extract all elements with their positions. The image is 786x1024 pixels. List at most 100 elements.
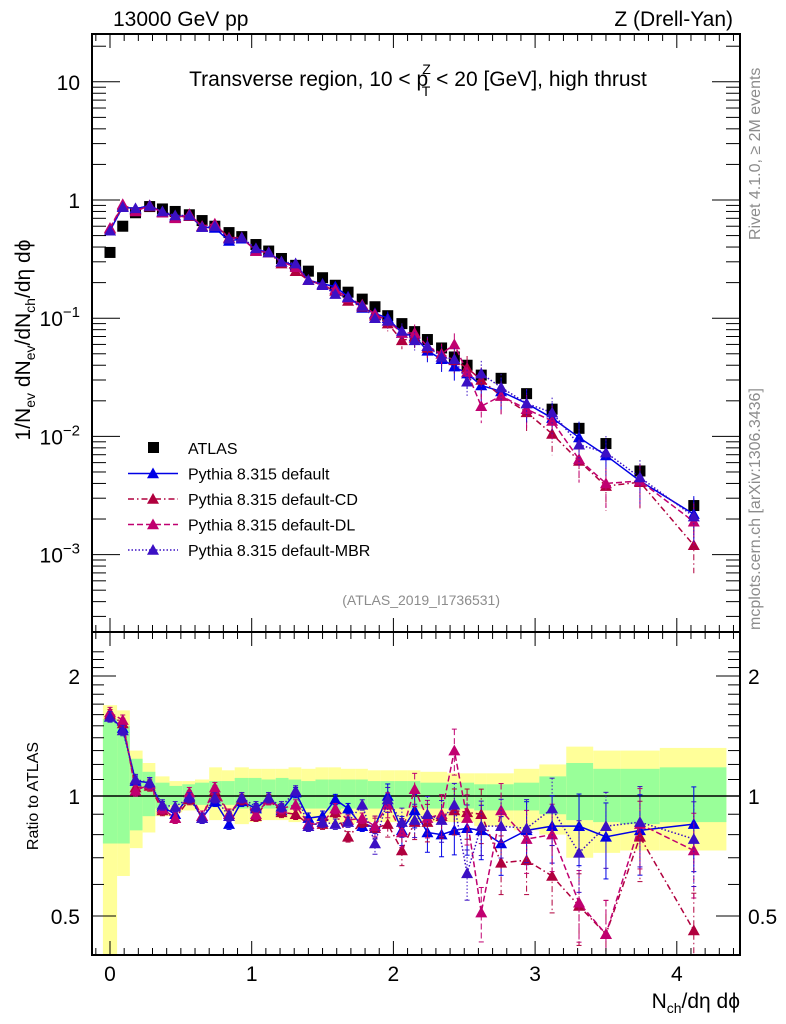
stat-uncertainty-band [248, 777, 262, 809]
ratio-point [599, 928, 612, 940]
ratio-ylabel: Ratio to ATLAS [25, 742, 42, 850]
mc-data-point [599, 477, 612, 489]
mc-data-point [475, 367, 488, 379]
ratio-point [262, 791, 275, 803]
y-tick-label: 10−3 [40, 541, 80, 568]
stat-uncertainty-band [102, 719, 118, 844]
ratio-point [421, 808, 434, 820]
ratio-point [356, 812, 369, 823]
mc-data-point [495, 381, 508, 393]
legend: ATLAS Pythia 8.315 default Pythia 8.315 de… [128, 441, 370, 560]
mc-data-point [475, 400, 488, 412]
mc-data-point [633, 471, 646, 483]
x-axis-label: Nch/dη dϕ [652, 990, 740, 1016]
stat-uncertainty-band [301, 781, 316, 809]
mc-data-point [448, 353, 461, 364]
title-post: < 20 [GeV], high thrust [430, 68, 647, 91]
stat-uncertainty-band [340, 779, 356, 809]
ratio-point [395, 816, 408, 827]
mc-data-point [520, 403, 533, 414]
ratio-line [109, 714, 695, 936]
mc-data-point [448, 338, 461, 350]
ratio-point [599, 820, 612, 831]
ratio-tick-label-right: 1 [748, 786, 760, 809]
ratio-tick-label-left: 2 [68, 666, 80, 689]
ratio-point [329, 793, 342, 805]
ratio-point [495, 837, 508, 849]
ratio-point [687, 924, 700, 936]
atlas-data-point [317, 272, 329, 284]
mc-data-point [356, 299, 369, 311]
ratio-series-pythia-8-315-default-mbr [104, 710, 700, 901]
mc-data-point [275, 255, 288, 267]
ratio-point [475, 820, 488, 831]
ratio-point [342, 816, 355, 827]
mc-data-point [573, 453, 586, 465]
legend-label: Pythia 8.315 default-MBR [188, 543, 370, 560]
mc-data-point [302, 274, 315, 285]
ratio-point [235, 791, 248, 803]
ratio-point [520, 822, 533, 834]
mc-data-point [289, 257, 302, 269]
ratio-point [408, 783, 421, 795]
stat-uncertainty-band [474, 784, 487, 811]
mc-data-point [156, 205, 169, 217]
header-left: 13000 GeV pp [113, 8, 248, 31]
y-tick-label: 10−1 [40, 304, 80, 331]
ratio-point [573, 896, 586, 908]
y-tick-label: 1 [68, 190, 80, 213]
ratio-point [356, 798, 369, 810]
main-frame: 10 1 10−1 10−2 10−3 [40, 33, 741, 633]
ratio-point [475, 808, 488, 820]
legend-marker-triangle [147, 493, 159, 504]
ratio-point [448, 798, 461, 810]
y-tick-exponent: −3 [63, 541, 80, 558]
ratio-point [223, 818, 236, 829]
stat-uncertainty-band [566, 762, 594, 821]
legend-marker-triangle [147, 544, 159, 555]
mc-data-point [104, 224, 116, 236]
atlas-data-point [302, 265, 314, 277]
atlas-data-point [117, 220, 129, 232]
legend-marker-square [148, 442, 159, 453]
mc-data-point [461, 366, 474, 377]
stat-uncertainty-band [659, 767, 727, 823]
ratio-point [475, 906, 488, 918]
ratio-point [156, 798, 169, 810]
ratio-point [129, 773, 142, 785]
stat-uncertainty-band [117, 725, 130, 844]
mc-data-point [520, 397, 533, 409]
series-atlas [104, 201, 700, 512]
legend-marker-triangle [147, 518, 159, 530]
x-tick-label: 3 [529, 963, 541, 986]
legend-label: Pythia 8.315 default-DL [188, 518, 355, 535]
rivet-label: Rivet 4.1.0, ≥ 2M events [747, 68, 764, 240]
atlas-data-point [369, 301, 381, 313]
ratio-point [448, 804, 461, 816]
y-tick-exponent: −2 [63, 422, 80, 439]
ratio-point [289, 784, 302, 796]
ratio-point [599, 830, 612, 842]
mc-data-point [435, 350, 448, 362]
mc-data-point [395, 324, 408, 336]
ratio-point [573, 846, 586, 858]
mc-data-point [235, 231, 248, 243]
ratio-point [275, 800, 288, 812]
ratio-point [342, 802, 355, 814]
ratio-point [116, 724, 129, 736]
frame-border [91, 631, 741, 956]
ratio-tick-label-right: 0.5 [748, 906, 777, 929]
mc-data-point [129, 202, 142, 214]
ratio-point [329, 802, 342, 814]
mc-data-point [262, 246, 275, 258]
atlas-data-point [104, 246, 116, 258]
stat-uncertainty-band [367, 781, 381, 809]
mc-data-point [599, 446, 612, 458]
legend-marker-triangle [147, 467, 159, 479]
ratio-point [104, 710, 116, 722]
series-pythia-8-315-default-mbr [104, 199, 700, 545]
ratio-point [546, 802, 559, 814]
legend-label: Pythia 8.315 default [188, 467, 330, 484]
ratio-point [143, 776, 156, 788]
